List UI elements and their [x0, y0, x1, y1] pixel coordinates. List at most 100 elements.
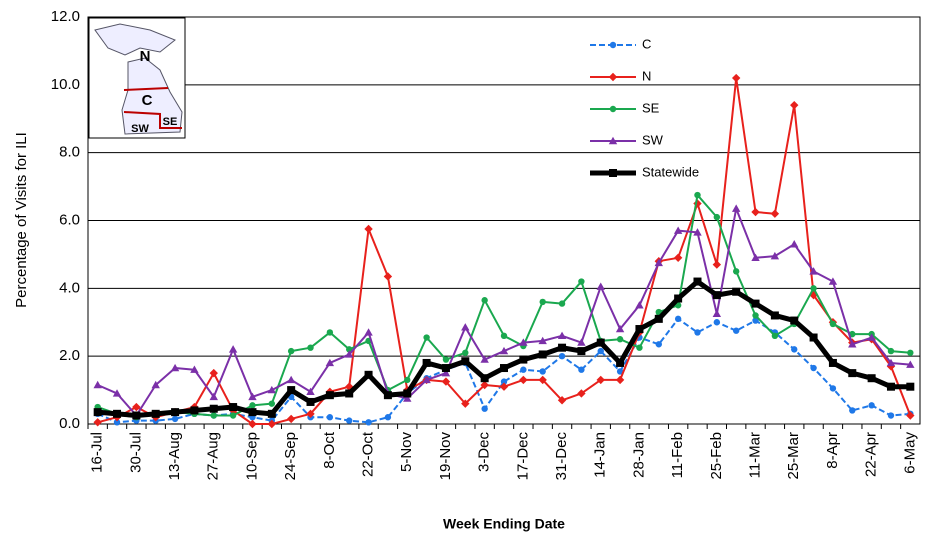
point	[849, 407, 856, 414]
point	[384, 414, 392, 421]
point	[636, 344, 643, 351]
point	[267, 409, 276, 418]
point	[346, 417, 353, 424]
point	[635, 301, 644, 309]
point	[209, 368, 218, 378]
point	[538, 375, 547, 385]
point	[441, 377, 451, 386]
legend-marker	[608, 136, 618, 145]
point	[616, 368, 624, 375]
point	[190, 406, 199, 415]
point	[694, 329, 701, 336]
point	[578, 366, 585, 373]
point	[828, 358, 837, 367]
point	[538, 336, 547, 345]
x-tick-label: 3-Dec	[476, 432, 493, 473]
point	[364, 328, 373, 336]
point	[809, 333, 818, 342]
point	[673, 226, 683, 234]
point	[848, 369, 857, 378]
point	[404, 376, 411, 384]
point	[326, 329, 334, 336]
point	[616, 358, 625, 367]
point	[809, 267, 818, 275]
point	[654, 314, 663, 323]
x-tick-label: 17-Dec	[514, 432, 531, 481]
point	[383, 272, 393, 281]
point	[267, 419, 277, 429]
x-tick-label: 24-Sep	[282, 432, 299, 480]
legend-marker	[609, 41, 617, 49]
point	[867, 374, 876, 383]
point	[868, 402, 875, 409]
point	[886, 362, 896, 371]
point	[790, 100, 799, 110]
point	[810, 285, 817, 292]
point	[906, 411, 915, 420]
point	[713, 213, 721, 221]
point	[907, 349, 914, 356]
point	[596, 338, 605, 347]
x-tick-label: 6-May	[901, 432, 918, 474]
point	[887, 412, 895, 419]
point	[306, 409, 315, 419]
point	[422, 358, 431, 367]
y-tick-label: 12.0	[51, 8, 80, 25]
point	[306, 397, 315, 406]
point	[461, 357, 470, 366]
point	[577, 347, 586, 356]
point	[732, 268, 740, 275]
point	[731, 204, 741, 212]
point	[791, 346, 798, 353]
point	[557, 331, 567, 340]
x-tick-label: 30-Jul	[127, 432, 144, 473]
point	[499, 346, 509, 355]
x-tick-label: 11-Feb	[669, 432, 686, 478]
legend-label: SW	[642, 132, 664, 147]
point	[732, 287, 741, 296]
x-tick-label: 31-Dec	[553, 432, 570, 481]
x-tick-label: 25-Feb	[708, 432, 725, 480]
point	[171, 408, 180, 417]
x-tick-label: 11-Mar	[747, 432, 764, 478]
point	[325, 391, 334, 400]
region-border	[123, 87, 182, 129]
x-tick-label: 16-Jul	[89, 432, 106, 473]
point	[539, 298, 546, 306]
point	[210, 412, 217, 419]
x-tick-label: 8-Apr	[824, 432, 841, 469]
point	[887, 347, 895, 355]
point	[228, 345, 238, 353]
point	[480, 355, 489, 363]
point	[615, 375, 625, 385]
point	[539, 368, 546, 375]
point	[249, 402, 256, 409]
point	[712, 309, 722, 317]
point	[731, 73, 741, 83]
point	[325, 358, 335, 367]
legend-marker	[609, 105, 617, 113]
legend-marker	[609, 169, 617, 177]
legend-item: N	[590, 68, 651, 83]
point	[93, 418, 102, 427]
point	[828, 277, 838, 285]
point	[790, 316, 799, 325]
point	[403, 394, 412, 402]
point	[93, 380, 102, 389]
point	[886, 358, 896, 367]
point	[365, 419, 372, 426]
point	[500, 364, 508, 373]
point	[615, 324, 625, 333]
point	[268, 400, 276, 407]
legend-label: N	[642, 68, 651, 83]
point	[286, 375, 296, 384]
point	[751, 253, 760, 262]
point	[248, 392, 257, 401]
point	[597, 347, 604, 355]
point	[209, 404, 218, 413]
point	[674, 315, 682, 323]
point	[345, 389, 354, 398]
point	[267, 385, 277, 394]
series	[93, 73, 915, 429]
